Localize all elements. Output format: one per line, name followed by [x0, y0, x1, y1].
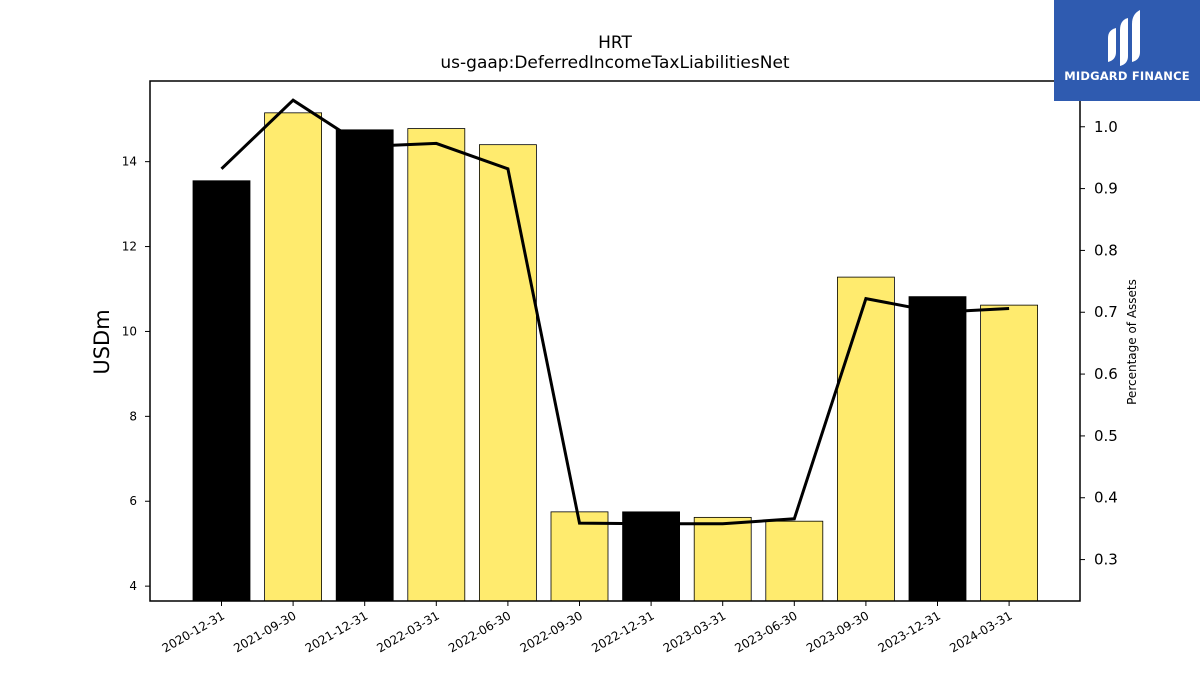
- brand-logo: MIDGARD FINANCE: [1054, 0, 1200, 101]
- x-tick-label: 2022-06-30: [446, 608, 513, 655]
- x-tick-label: 2023-03-31: [661, 608, 728, 655]
- right-axis-ticks: 0.3 0.4 0.5 0.6 0.7 0.8 0.9 1.0: [1080, 118, 1118, 569]
- bar: [837, 276, 895, 602]
- bar: [980, 304, 1038, 602]
- y-right-tick-label: 0.9: [1094, 180, 1118, 198]
- y-right-tick-label: 0.8: [1094, 241, 1118, 259]
- y-tick-label: 12: [122, 240, 137, 254]
- x-tick-label: 2022-09-30: [518, 608, 585, 655]
- y-axis-label-right: Percentage of Assets: [1125, 279, 1139, 405]
- logo-text: MIDGARD FINANCE: [1064, 69, 1190, 83]
- assets-percentage-line: [220, 98, 1010, 526]
- line-series: [220, 98, 1010, 526]
- bar: [192, 180, 251, 602]
- logo-icon: [1108, 10, 1140, 66]
- y-tick-label: 14: [122, 155, 137, 169]
- y-right-tick-label: 1.0: [1094, 118, 1118, 136]
- x-tick-label: 2023-09-30: [804, 608, 871, 655]
- y-right-tick-label: 0.4: [1094, 489, 1118, 507]
- y-tick-label: 10: [122, 324, 137, 338]
- left-axis-ticks: 4 6 8 10 12 14: [122, 155, 150, 593]
- x-tick-label: 2022-12-31: [589, 608, 656, 655]
- bar: [622, 511, 680, 602]
- x-tick-label: 2023-06-30: [732, 608, 799, 655]
- x-tick-label: 2020-12-31: [160, 608, 227, 655]
- bar: [908, 296, 967, 602]
- x-tick-label: 2021-09-30: [231, 608, 298, 655]
- x-tick-label: 2021-12-31: [303, 608, 370, 655]
- y-tick-label: 4: [129, 579, 137, 593]
- bar: [765, 520, 824, 602]
- y-tick-label: 8: [129, 409, 137, 423]
- bar: [693, 516, 752, 602]
- y-axis-label: USDm: [90, 309, 114, 374]
- bar: [407, 128, 466, 602]
- x-tick-label: 2022-03-31: [374, 608, 441, 655]
- plot-frame: [149, 80, 1081, 602]
- y-tick-label: 6: [129, 494, 137, 508]
- chart-subtitle: us-gaap:DeferredIncomeTaxLiabilitiesNet: [440, 53, 790, 73]
- x-tick-label: 2023-12-31: [876, 608, 943, 655]
- bar: [264, 112, 323, 602]
- y-right-tick-label: 0.3: [1094, 551, 1118, 569]
- chart-title: HRT: [598, 33, 632, 53]
- y-right-tick-label: 0.5: [1094, 427, 1118, 445]
- y-right-tick-label: 0.7: [1094, 303, 1118, 321]
- x-axis-ticks: 2020-12-31 2021-09-30 2021-12-31 2022-03-31…: [160, 601, 1015, 655]
- bar: [335, 129, 394, 602]
- bar-series: [192, 112, 1038, 602]
- x-tick-label: 2024-03-31: [947, 608, 1014, 655]
- bar: [550, 511, 609, 602]
- bar: [478, 144, 537, 602]
- y-right-tick-label: 0.6: [1094, 365, 1118, 383]
